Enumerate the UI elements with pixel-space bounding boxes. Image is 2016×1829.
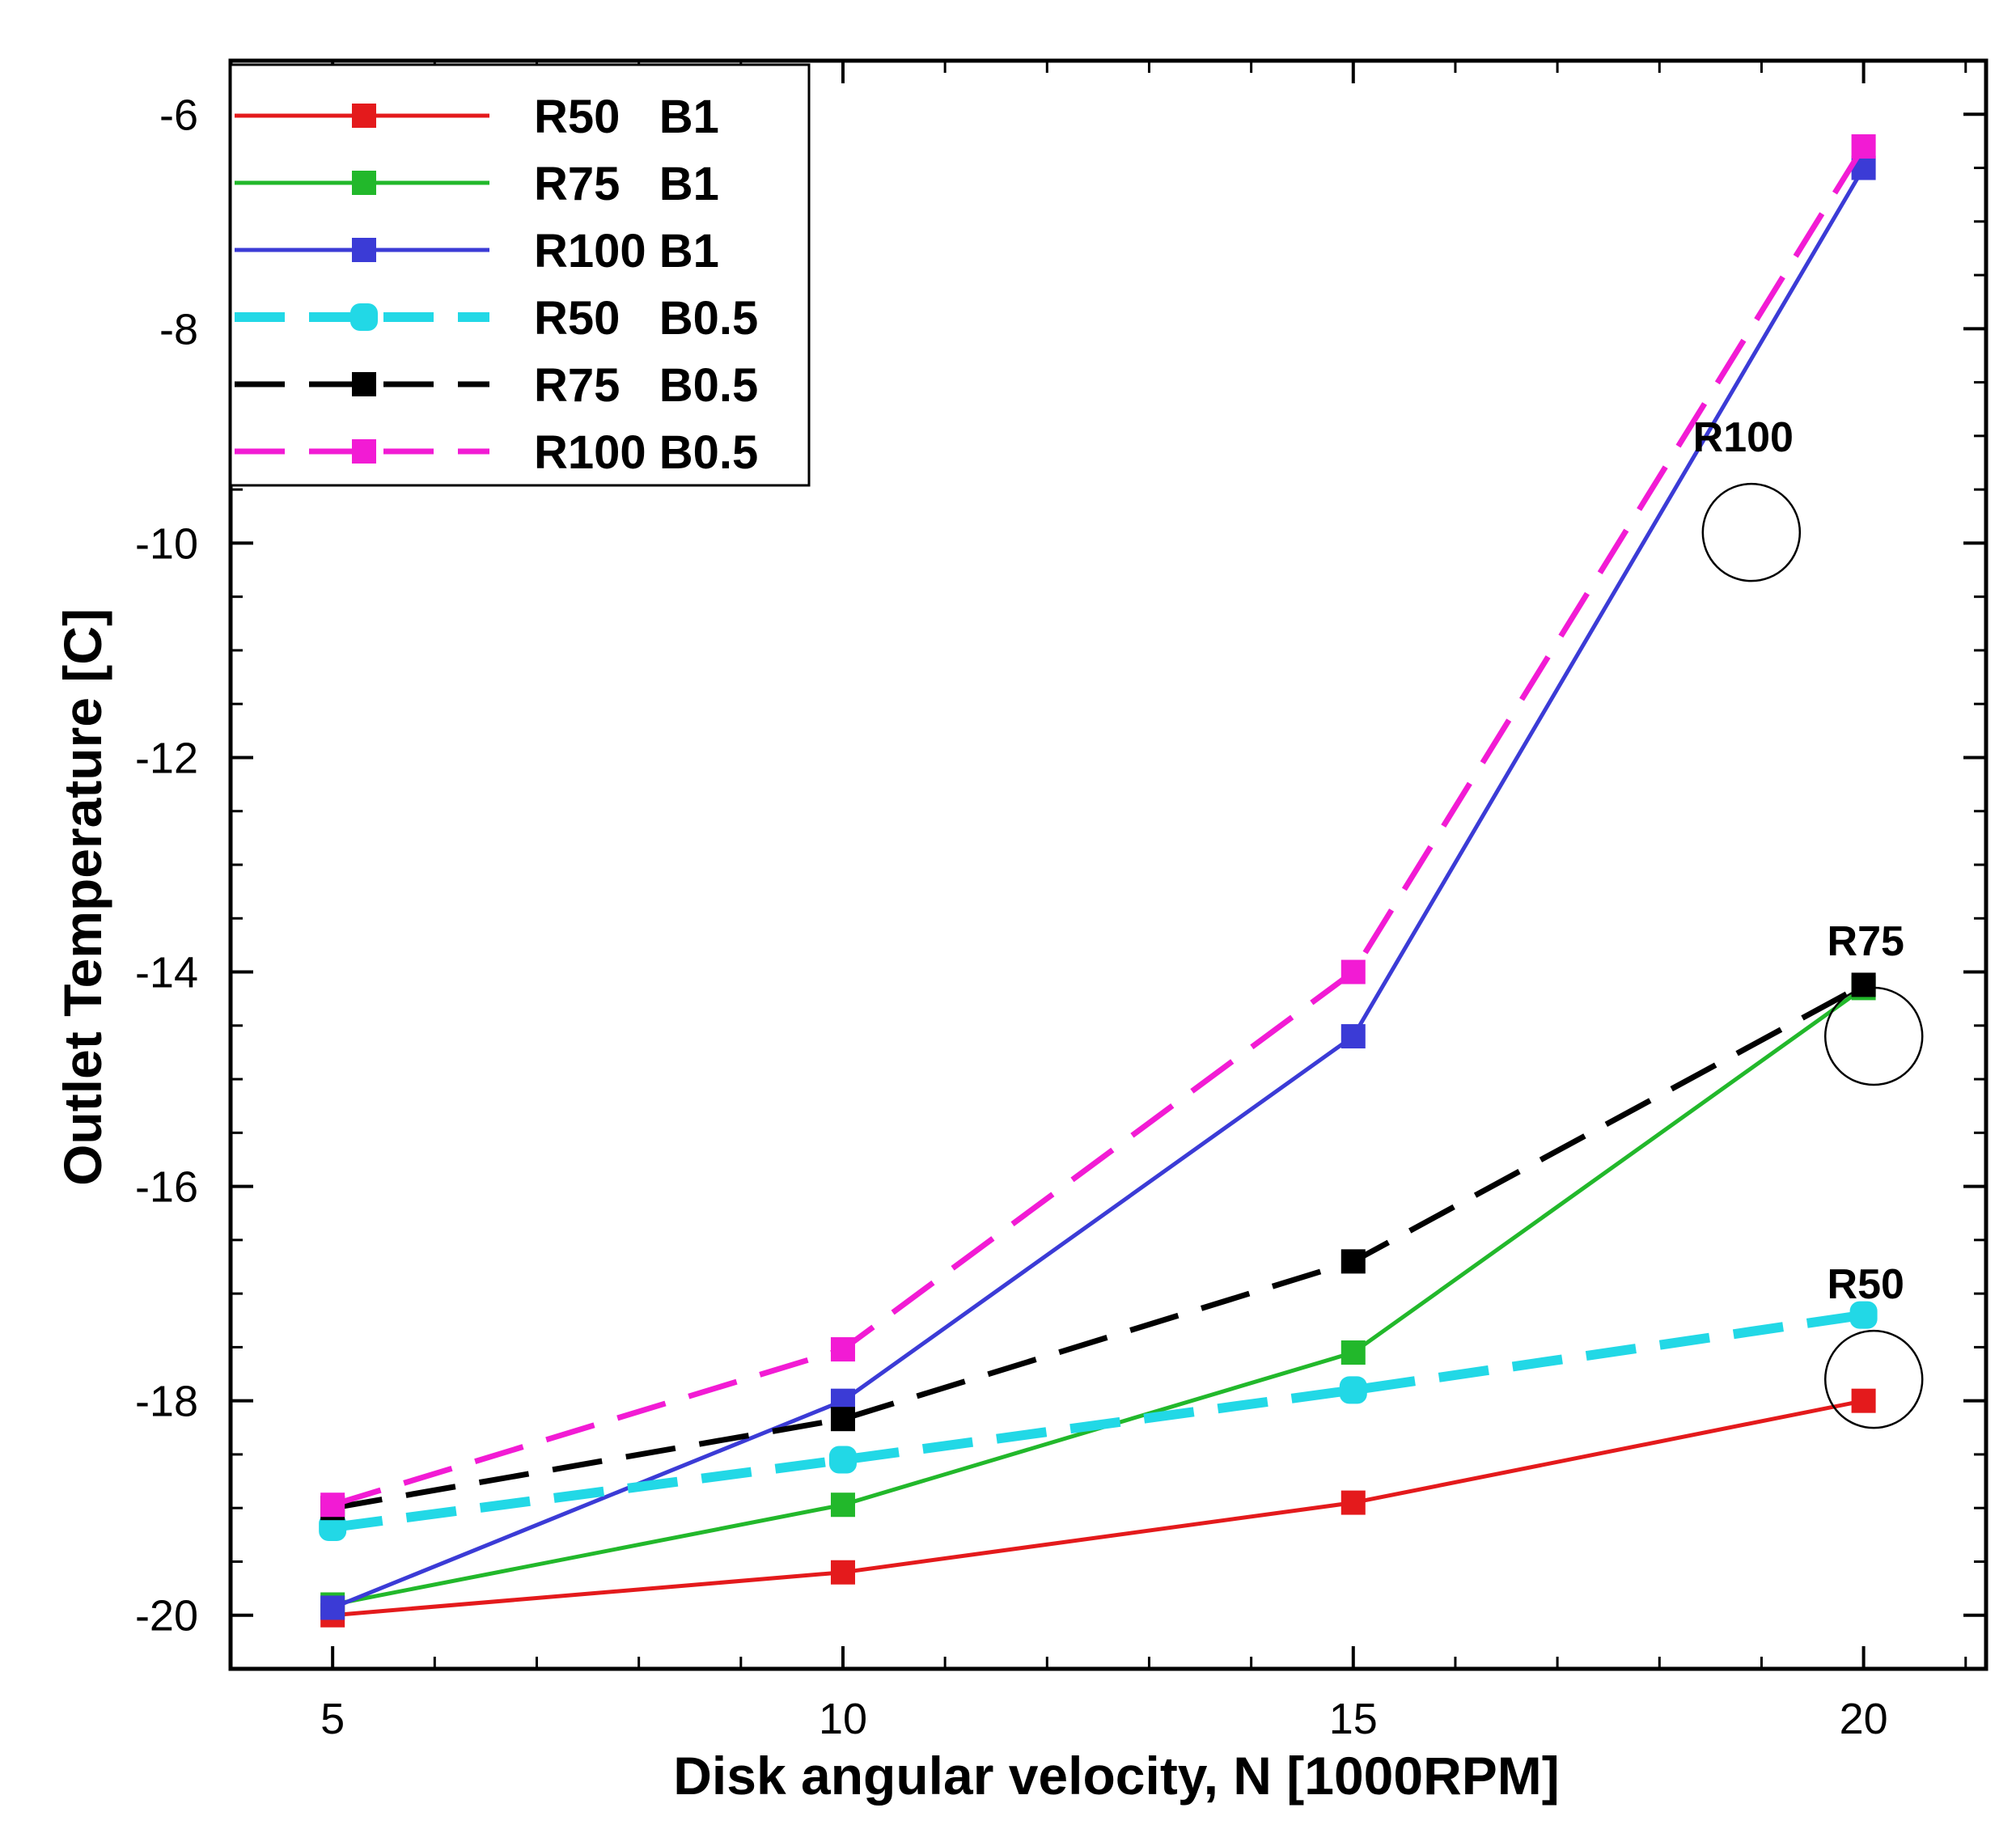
- legend-swatch-marker: [352, 372, 376, 396]
- legend-label: R100 B0.5: [534, 426, 758, 479]
- series-3: [319, 1301, 1878, 1542]
- series-point: [1339, 1376, 1367, 1404]
- series-point: [828, 1446, 857, 1474]
- legend-item: R50 B0.5: [235, 292, 758, 345]
- legend-swatch-marker: [352, 171, 376, 195]
- y-tick-label: -12: [135, 734, 198, 782]
- y-tick-label: -10: [135, 519, 198, 568]
- legend-item: R50 B1: [235, 91, 719, 143]
- legend-swatch-marker: [352, 439, 376, 464]
- legend-item: R100 B1: [235, 225, 719, 277]
- annotation-label: R100: [1693, 414, 1794, 461]
- y-tick-label: -6: [159, 91, 198, 139]
- series-5: [320, 134, 1876, 1518]
- series-line: [332, 167, 1866, 1610]
- legend-label: R75 B1: [534, 158, 719, 210]
- legend-item: R75 B0.5: [235, 359, 758, 412]
- legend-label: R50 B1: [534, 91, 719, 143]
- series-point: [1340, 1024, 1366, 1049]
- y-tick-label: -16: [135, 1163, 198, 1212]
- x-tick-label: 10: [819, 1695, 867, 1743]
- annotation-circle: [1823, 986, 1924, 1086]
- x-axis-title: Disk angular velocity, N [1000RPM]: [673, 1746, 1559, 1806]
- legend-label: R100 B1: [534, 225, 719, 277]
- series-line: [332, 1310, 1865, 1533]
- y-tick-label: -18: [135, 1378, 198, 1426]
- legend-box: [229, 63, 811, 487]
- x-tick-label: 15: [1329, 1695, 1378, 1743]
- x-tick-label: 20: [1840, 1695, 1888, 1743]
- y-tick-label: -14: [135, 949, 198, 997]
- legend-label: R50 B0.5: [534, 292, 758, 345]
- legend-item: R75 B1: [235, 158, 719, 210]
- legend: R50 B1 R75 B1 R100 B1 R50 B0.5 R75 B0.5 R100 …: [229, 63, 811, 487]
- series-point: [830, 1492, 855, 1518]
- legend-swatch-marker: [352, 238, 376, 262]
- series-layer: [319, 134, 1878, 1628]
- legend-label: R75 B0.5: [534, 359, 758, 412]
- series-point: [1340, 1340, 1366, 1365]
- series-point: [1340, 1249, 1366, 1274]
- annotation-label: R75: [1828, 918, 1904, 965]
- series-point: [1340, 959, 1366, 984]
- series-2: [320, 155, 1876, 1620]
- x-tick-label: 5: [320, 1695, 345, 1743]
- legend-swatch-marker: [352, 104, 376, 128]
- series-point: [830, 1337, 855, 1362]
- annotation-label: R50: [1828, 1261, 1904, 1308]
- series-line: [332, 145, 1866, 1508]
- series-point: [830, 1560, 855, 1585]
- series-point: [319, 1514, 347, 1542]
- annotation-circle: [1701, 482, 1802, 582]
- series-line: [332, 986, 1866, 1607]
- y-axis-title: Outlet Temperature [C]: [53, 608, 112, 1186]
- legend-swatch-marker: [350, 303, 378, 331]
- series-point: [1849, 1301, 1878, 1329]
- legend-item: R100 B0.5: [235, 426, 758, 479]
- series-point: [320, 1595, 345, 1620]
- series-point: [1851, 972, 1876, 997]
- series-point: [1851, 134, 1876, 159]
- annotation-circle: [1823, 1329, 1924, 1429]
- series-point: [320, 1492, 345, 1518]
- series-line: [332, 982, 1866, 1511]
- y-tick-label: -8: [159, 305, 198, 354]
- series-line: [332, 1399, 1865, 1618]
- series-point: [1851, 1388, 1876, 1413]
- series-point: [1340, 1490, 1366, 1515]
- y-tick-label: -20: [135, 1592, 198, 1641]
- series-1: [320, 976, 1876, 1617]
- series-point: [830, 1407, 855, 1432]
- annotation-layer: R100 R75 R50: [1693, 414, 1924, 1429]
